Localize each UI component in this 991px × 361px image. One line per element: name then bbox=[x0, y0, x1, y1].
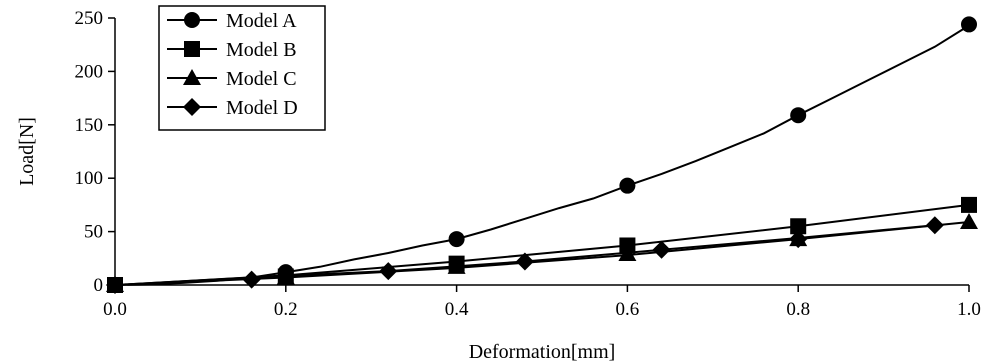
legend-item: Model C bbox=[167, 68, 297, 90]
data-point bbox=[379, 262, 398, 281]
x-tick-label: 0.6 bbox=[616, 299, 640, 320]
diamond-marker-icon bbox=[183, 98, 201, 116]
legend-label: Model A bbox=[226, 10, 297, 32]
series-line bbox=[114, 203, 970, 286]
x-axis: 0.0 0.2 0.4 0.6 0.8 1.0 bbox=[103, 285, 981, 320]
y-tick-label: 250 bbox=[75, 8, 104, 29]
data-point bbox=[106, 276, 124, 294]
legend-label: Model B bbox=[226, 39, 297, 61]
data-point bbox=[960, 212, 978, 229]
plot-area bbox=[114, 18, 969, 286]
data-point bbox=[961, 196, 977, 213]
y-axis-title: Load[N] bbox=[16, 117, 38, 186]
legend: Model A Model B Model C Model D bbox=[158, 5, 326, 131]
y-tick-label: 0 bbox=[94, 275, 104, 296]
x-tick-label: 1.0 bbox=[957, 299, 981, 320]
data-point bbox=[448, 231, 465, 248]
x-axis-title: Deformation[mm] bbox=[469, 341, 616, 361]
x-tick-label: 0.4 bbox=[445, 299, 469, 320]
series-model-c bbox=[106, 212, 978, 292]
data-point bbox=[790, 107, 807, 124]
x-tick-label: 0.0 bbox=[103, 299, 127, 320]
circle-marker-icon bbox=[184, 12, 200, 28]
y-axis: 0 50 100 150 200 250 bbox=[75, 8, 115, 296]
legend-label: Model C bbox=[226, 68, 297, 90]
data-point bbox=[619, 177, 636, 194]
y-tick-label: 100 bbox=[75, 168, 104, 189]
data-point bbox=[789, 230, 808, 249]
series-layer bbox=[106, 16, 978, 294]
y-tick-label: 50 bbox=[84, 222, 103, 243]
y-tick-label: 150 bbox=[75, 115, 104, 136]
data-point bbox=[652, 240, 671, 259]
legend-item: Model D bbox=[167, 97, 298, 119]
triangle-marker-icon bbox=[183, 69, 201, 85]
data-point bbox=[242, 270, 261, 289]
square-marker-icon bbox=[184, 41, 200, 57]
x-tick-label: 0.8 bbox=[786, 299, 810, 320]
data-point bbox=[790, 218, 807, 235]
legend-item: Model A bbox=[167, 10, 297, 32]
data-point bbox=[515, 252, 534, 271]
legend-item: Model B bbox=[167, 39, 297, 61]
data-point bbox=[925, 216, 944, 235]
x-tick-label: 0.2 bbox=[274, 299, 298, 320]
data-point bbox=[961, 16, 977, 33]
series-model-d bbox=[106, 216, 944, 294]
y-tick-label: 200 bbox=[75, 61, 104, 82]
legend-label: Model D bbox=[226, 97, 298, 119]
